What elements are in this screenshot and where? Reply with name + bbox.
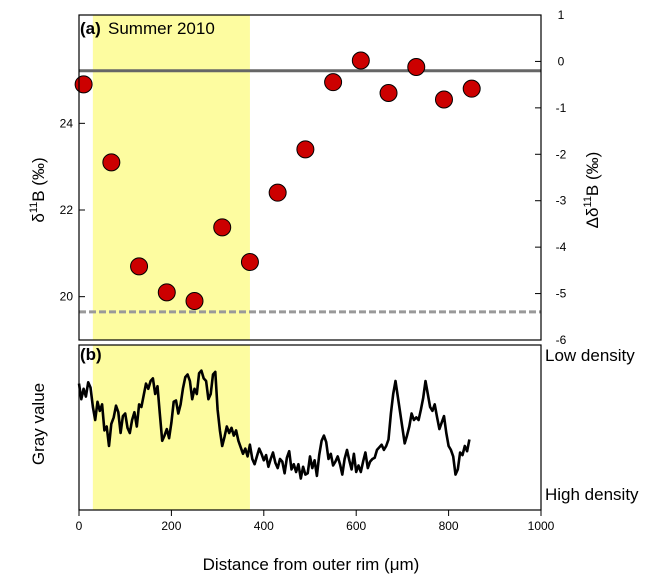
data-point — [130, 257, 149, 276]
data-point — [434, 90, 453, 109]
y2-tick-label: -5 — [556, 287, 567, 301]
data-point — [102, 153, 121, 172]
data-point — [213, 218, 232, 237]
data-point — [185, 292, 204, 310]
y2-tick-label: 1 — [558, 8, 565, 22]
x-tick-label: 0 — [76, 519, 83, 533]
x-tick-label: 600 — [346, 519, 366, 533]
panel-b-label: (b) — [80, 345, 102, 364]
y2-tick-label: -6 — [556, 333, 567, 347]
data-point — [240, 253, 259, 271]
y-tick-label: 22 — [60, 203, 74, 217]
y2-tick-label: -1 — [556, 101, 567, 115]
data-point — [296, 140, 315, 159]
y-tick-label: 20 — [60, 290, 74, 304]
panel-b-frame — [78, 344, 542, 511]
y2-tick-label: -2 — [556, 147, 567, 161]
panel-b-x-axis: 0 200 400 600 800 1000 — [76, 510, 555, 533]
panel-a-title: Summer 2010 — [108, 19, 215, 38]
panel-b: 0 200 400 600 800 1000 (b) Gray value Low den… — [29, 344, 639, 574]
data-point — [157, 283, 176, 302]
panel-a-left-axis: 20 22 24 — [60, 116, 85, 304]
data-point — [379, 84, 398, 102]
panel-a-right-axis: 1 0 -1 -2 -3 -4 -5 -6 — [535, 8, 567, 347]
data-point — [351, 51, 370, 70]
data-point — [462, 79, 481, 98]
data-point — [324, 73, 343, 92]
y2-tick-label: 0 — [558, 54, 565, 68]
y2-tick-label: -4 — [556, 240, 567, 254]
data-point — [268, 183, 287, 202]
panel-b-ylabel: Gray value — [29, 383, 48, 465]
x-tick-label: 400 — [254, 519, 274, 533]
panel-a-label: (a) — [80, 19, 101, 38]
low-density-label: Low density — [545, 346, 635, 365]
panel-a-ylabel: δ11B (‰) — [28, 157, 48, 222]
panel-a-points — [74, 51, 481, 310]
y-tick-label: 24 — [60, 116, 74, 130]
data-point — [74, 75, 93, 94]
x-tick-label: 200 — [161, 519, 181, 533]
high-density-label: High density — [545, 485, 639, 504]
y2-tick-label: -3 — [556, 194, 567, 208]
x-tick-label: 800 — [439, 519, 459, 533]
x-axis-label: Distance from outer rim (μm) — [203, 555, 420, 574]
panel-a-y2label: Δδ11B (‰) — [582, 152, 602, 229]
data-point — [407, 58, 426, 76]
panel-a-frame — [78, 14, 542, 341]
panel-a: 20 22 24 1 0 -1 -2 -3 -4 -5 -6 (a) Summer 2010 δ1… — [28, 8, 602, 347]
x-tick-label: 1000 — [528, 519, 555, 533]
panel-b-gray-value-line — [77, 369, 471, 480]
